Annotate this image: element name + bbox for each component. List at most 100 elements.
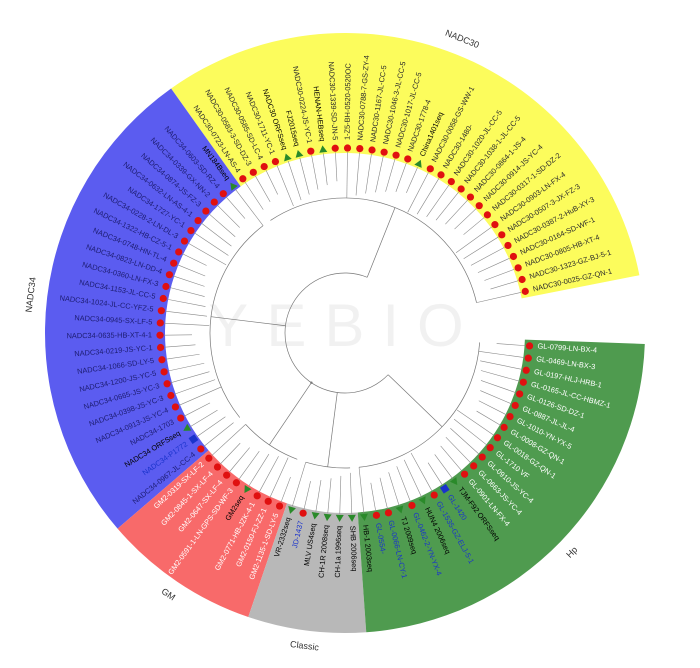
leaf-marker (275, 502, 284, 510)
branch (244, 181, 264, 210)
branch (189, 409, 218, 427)
branch (349, 472, 353, 514)
leaf-marker (295, 149, 304, 158)
branch (480, 390, 512, 405)
leaf-marker (205, 454, 213, 462)
branch (445, 436, 472, 464)
clade-sector (248, 503, 367, 633)
branch (358, 467, 365, 514)
branch (440, 445, 463, 472)
branch (174, 379, 216, 395)
leaf-marker (253, 492, 261, 500)
branch (346, 152, 348, 199)
branch (435, 191, 459, 221)
leaf-marker (331, 144, 339, 152)
branch (406, 167, 418, 193)
leaf-marker (167, 391, 175, 400)
leaf-marker (213, 463, 222, 471)
leaf-marker (380, 148, 388, 156)
branch (164, 322, 210, 326)
branch (365, 153, 372, 194)
leaf-marker (244, 484, 252, 494)
branch (194, 232, 229, 256)
leaf-label: CH-1a 1996seq (333, 526, 343, 578)
branch (311, 155, 319, 190)
leaf-marker (519, 378, 527, 386)
branch (395, 162, 407, 192)
watermark: YEBIO (208, 292, 481, 359)
leaf-marker (175, 248, 183, 256)
leaf-marker (475, 202, 483, 210)
branch (477, 257, 510, 273)
branch (335, 152, 338, 182)
branch (339, 475, 342, 514)
leaf-marker (511, 401, 519, 410)
branch (456, 409, 495, 436)
branch (265, 170, 279, 195)
branch (182, 253, 207, 266)
branch (203, 422, 234, 447)
leaf-label: 1-Z5-BH-0520-0520OC (343, 62, 353, 140)
leaf-marker (486, 444, 494, 452)
leaf-marker (230, 182, 238, 191)
leaf-marker (163, 380, 171, 388)
branch (284, 272, 389, 394)
branch (416, 178, 440, 215)
leaf-marker (518, 275, 526, 284)
branch (388, 472, 400, 506)
branch (410, 452, 433, 492)
branch (476, 291, 522, 303)
leaf-marker (447, 178, 455, 186)
leaf-marker (223, 471, 231, 479)
branch (234, 188, 264, 226)
branch (403, 459, 422, 498)
branch (276, 165, 294, 207)
branch (327, 392, 338, 467)
branch (358, 342, 481, 468)
leaf-marker (460, 470, 469, 478)
branch (463, 217, 485, 235)
branch (201, 222, 232, 247)
branch (327, 478, 332, 514)
leaf-marker (506, 413, 514, 421)
leaf-label: SHB 2006seq (348, 526, 359, 572)
leaf-marker (418, 496, 426, 505)
branch (454, 208, 477, 230)
leaf-marker (165, 271, 174, 279)
clade-sector (171, 33, 640, 299)
leaf-marker (470, 462, 478, 470)
leaf-marker (491, 221, 499, 229)
leaf-marker (430, 491, 438, 499)
leaf-marker (260, 162, 268, 171)
branch (496, 343, 526, 346)
leaf-marker (392, 151, 400, 159)
branch (480, 380, 516, 393)
root (310, 381, 313, 384)
leaf-marker (311, 511, 320, 520)
leaf-marker (408, 501, 416, 510)
leaf-marker (249, 168, 257, 176)
leaf-marker (271, 157, 280, 166)
leaf-marker (323, 513, 332, 522)
branch (270, 197, 477, 303)
leaf-marker (197, 445, 205, 453)
leaf-marker (299, 509, 307, 517)
branch (228, 447, 250, 473)
leaf-marker (219, 190, 227, 198)
branches (164, 152, 526, 514)
branch (299, 157, 310, 195)
leaf-marker (343, 144, 352, 152)
clade-label: Hp (564, 545, 579, 560)
leaf-marker (521, 287, 529, 295)
leaf-marker (210, 198, 218, 206)
leaf-marker (524, 354, 532, 362)
leaf-marker (335, 514, 344, 522)
branch (455, 226, 492, 253)
branch (355, 152, 360, 196)
branch (248, 453, 270, 487)
leaf-marker (384, 509, 393, 517)
branch (208, 213, 236, 237)
branch (478, 351, 525, 358)
leaf-marker (395, 505, 404, 514)
branch (470, 247, 505, 266)
